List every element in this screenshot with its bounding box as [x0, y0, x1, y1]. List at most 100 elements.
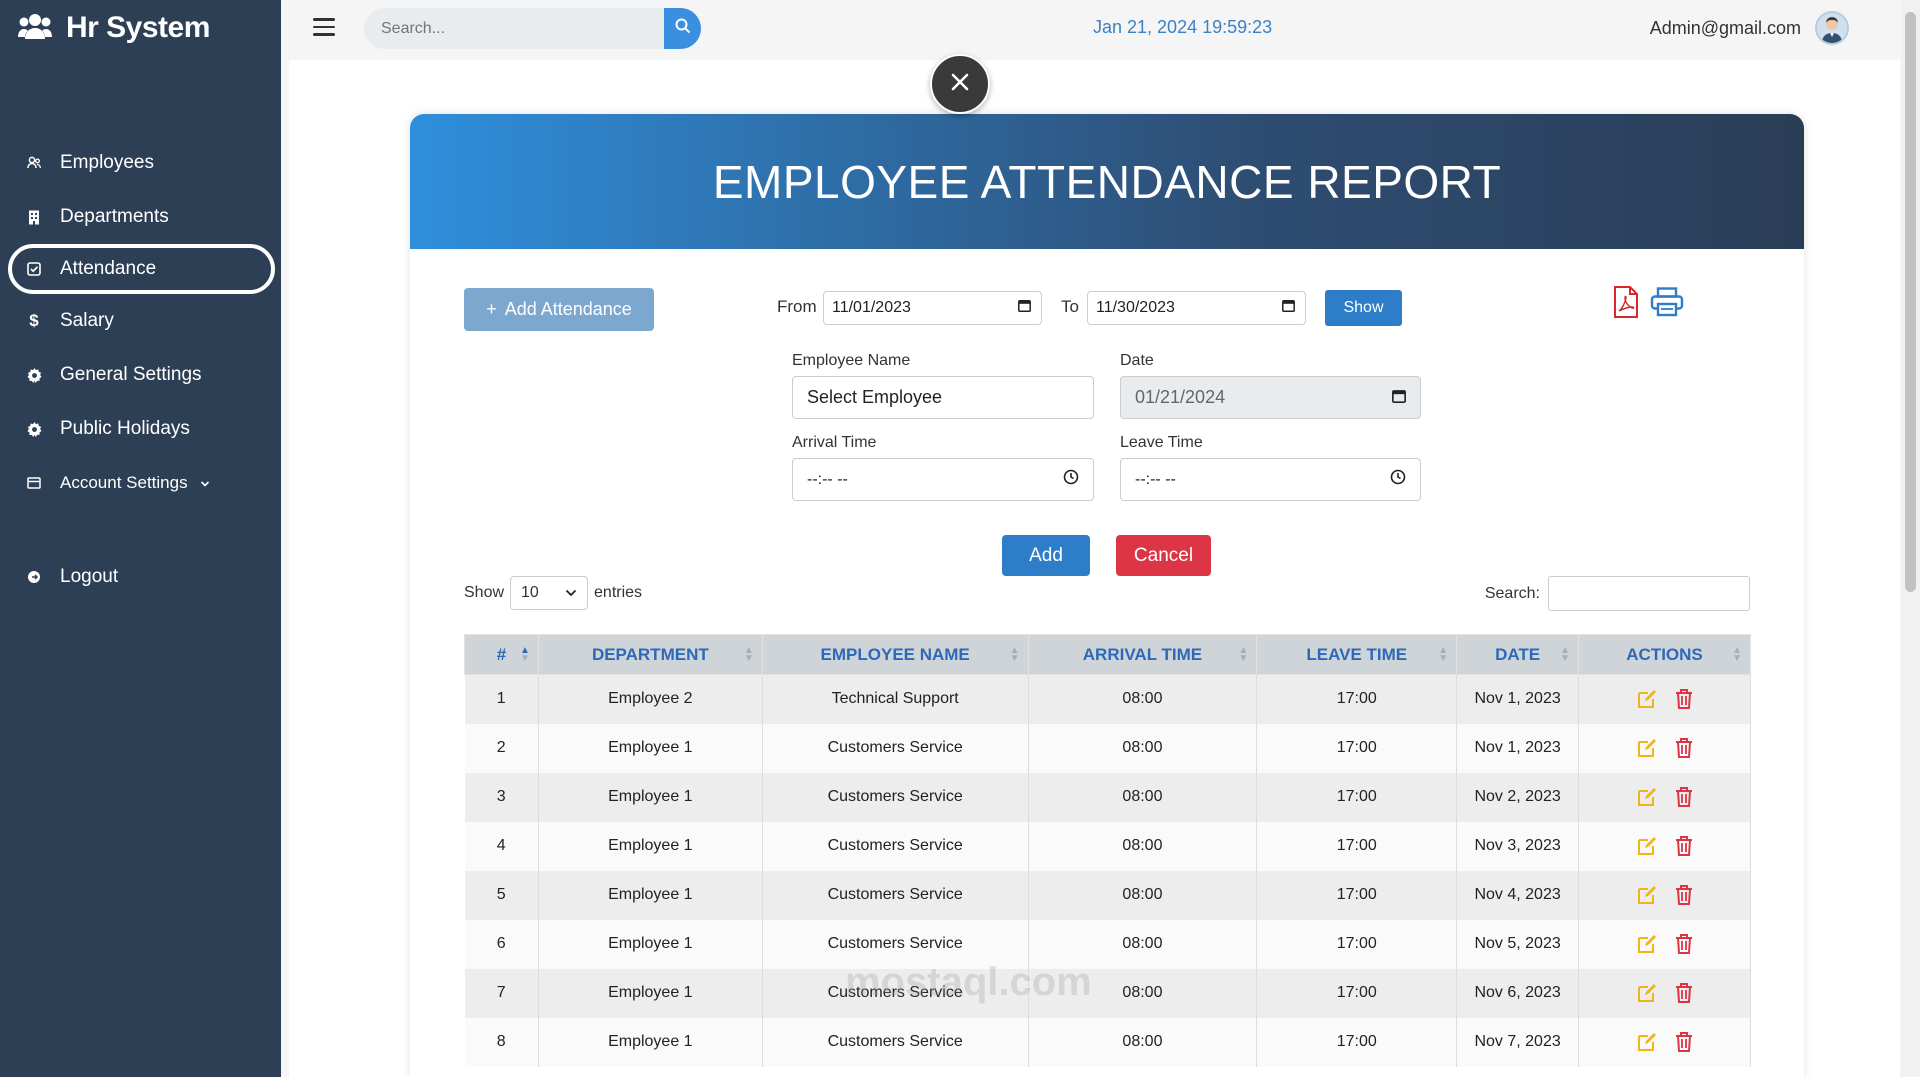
delete-icon[interactable]: [1674, 884, 1694, 906]
attendance-table: # ▲ ▼ DEPARTMENT ▲ ▼ EMPLOYEE NAME ▲ ▼ ARRIVAL…: [464, 634, 1751, 1067]
delete-icon[interactable]: [1674, 688, 1694, 710]
table-cell: 08:00: [1028, 919, 1258, 969]
edit-icon[interactable]: [1636, 884, 1658, 906]
row-actions: [1579, 982, 1750, 1004]
sort-icon: ▲ ▼: [1438, 645, 1449, 664]
menu-toggle-button[interactable]: [313, 18, 335, 36]
delete-icon[interactable]: [1674, 933, 1694, 955]
topbar: Jan 21, 2024 19:59:23 Admin@gmail.com: [281, 0, 1901, 60]
sidebar-item-label: Employees: [60, 152, 154, 173]
edit-icon[interactable]: [1636, 933, 1658, 955]
search-input[interactable]: [364, 8, 664, 49]
edit-icon[interactable]: [1636, 688, 1658, 710]
sidebar-item-label: Logout: [60, 566, 119, 587]
entries-label: entries: [594, 584, 643, 601]
employee-select-value: Select Employee: [807, 387, 943, 407]
table-cell: Employee 1: [538, 1017, 763, 1067]
table-row: 4 Employee 1 Customers Service 08:00 17:00 No…: [464, 821, 1751, 871]
table-cell-actions: [1578, 1017, 1751, 1067]
date-value: 01/21/2024: [1135, 387, 1226, 407]
sidebar-item-public-holidays[interactable]: Public Holidays: [0, 402, 281, 456]
delete-icon[interactable]: [1674, 982, 1694, 1004]
table-row: 5 Employee 1 Customers Service 08:00 17:00 No…: [464, 870, 1751, 920]
cancel-button[interactable]: Cancel: [1116, 535, 1211, 576]
sidebar-item-label: Attendance: [60, 258, 157, 279]
column-header-employee-name[interactable]: EMPLOYEE NAME ▲ ▼: [761, 634, 1029, 675]
delete-icon[interactable]: [1674, 835, 1694, 857]
column-header-number[interactable]: # ▲ ▼: [464, 634, 539, 675]
clock-icon: [1390, 469, 1406, 490]
close-button[interactable]: [930, 54, 990, 114]
column-header-actions[interactable]: ACTIONS ▲ ▼: [1578, 634, 1751, 675]
edit-icon[interactable]: [1636, 982, 1658, 1004]
table-cell: Customers Service: [762, 821, 1029, 871]
sidebar-item-departments[interactable]: Departments: [0, 190, 281, 244]
search-icon: [675, 18, 691, 39]
brand[interactable]: Hr System: [18, 10, 210, 46]
edit-icon[interactable]: [1636, 835, 1658, 857]
add-button[interactable]: Add: [1002, 535, 1090, 576]
sidebar-item-attendance[interactable]: Attendance: [8, 244, 275, 294]
table-cell: Nov 1, 2023: [1456, 674, 1580, 724]
entries-select[interactable]: 10: [510, 576, 589, 610]
pdf-export-icon[interactable]: [1613, 286, 1639, 323]
attendance-report-card: EMPLOYEE ATTENDANCE REPORT + Add Attenda…: [410, 114, 1804, 1077]
leave-time-input[interactable]: --:-- --: [1120, 458, 1421, 501]
column-header-leave-time[interactable]: LEAVE TIME ▲ ▼: [1256, 634, 1458, 675]
avatar[interactable]: [1815, 11, 1849, 45]
current-datetime: Jan 21, 2024 19:59:23: [1093, 17, 1273, 37]
table-cell-actions: [1578, 772, 1751, 822]
table-cell: Nov 6, 2023: [1456, 968, 1580, 1018]
table-cell-actions: [1578, 674, 1751, 724]
table-search: Search:: [1485, 576, 1750, 611]
show-button[interactable]: Show: [1325, 290, 1402, 326]
delete-icon[interactable]: [1674, 786, 1694, 808]
users-icon: [26, 155, 42, 171]
table-cell: Customers Service: [762, 723, 1029, 773]
sidebar-item-salary[interactable]: $ Salary: [0, 294, 281, 348]
table-cell: Technical Support: [762, 674, 1029, 724]
sidebar-item-general-settings[interactable]: General Settings: [0, 348, 281, 402]
page-scrollbar[interactable]: [1901, 0, 1920, 1077]
column-header-arrival-time[interactable]: ARRIVAL TIME ▲ ▼: [1027, 634, 1258, 675]
arrival-time-input[interactable]: --:-- --: [792, 458, 1094, 501]
table-cell-actions: [1578, 919, 1751, 969]
check-square-icon: [26, 261, 42, 277]
sidebar-item-label: General Settings: [60, 364, 202, 385]
table-search-input[interactable]: [1548, 576, 1750, 611]
user-menu[interactable]: Admin@gmail.com: [1650, 11, 1849, 45]
table-cell: 7: [464, 968, 539, 1018]
sidebar-nav: Employees Departments Attendance $ Salar…: [0, 136, 281, 604]
sidebar-item-logout[interactable]: Logout: [0, 550, 281, 604]
add-attendance-button[interactable]: + Add Attendance: [464, 288, 654, 331]
row-actions: [1579, 688, 1750, 710]
table-cell-actions: [1578, 723, 1751, 773]
delete-icon[interactable]: [1674, 737, 1694, 759]
from-label: From: [777, 297, 817, 316]
users-group-icon: [18, 12, 52, 45]
scrollbar-thumb[interactable]: [1905, 12, 1916, 592]
table-row: 7 Employee 1 Customers Service 08:00 17:00 No…: [464, 968, 1751, 1018]
edit-icon[interactable]: [1636, 786, 1658, 808]
table-cell: Customers Service: [762, 870, 1029, 920]
from-date-input[interactable]: 11/01/2023: [823, 291, 1042, 325]
entries-control: Show 10 entries: [464, 576, 642, 610]
sidebar-item-account-settings[interactable]: Account Settings: [0, 456, 281, 510]
table-cell: Employee 1: [538, 919, 763, 969]
edit-icon[interactable]: [1636, 737, 1658, 759]
sidebar-item-employees[interactable]: Employees: [0, 136, 281, 190]
calendar-icon: [1018, 299, 1031, 317]
sidebar-item-label: Departments: [60, 206, 169, 227]
date-input: 01/21/2024: [1120, 376, 1421, 419]
print-icon[interactable]: [1650, 287, 1684, 322]
edit-icon[interactable]: [1636, 1031, 1658, 1053]
row-actions: [1579, 786, 1750, 808]
search-button[interactable]: [664, 8, 701, 49]
to-date-input[interactable]: 11/30/2023: [1087, 291, 1306, 325]
column-header-department[interactable]: DEPARTMENT ▲ ▼: [537, 634, 763, 675]
employee-select[interactable]: Select Employee: [792, 376, 1094, 419]
table-cell: Employee 2: [538, 674, 763, 724]
delete-icon[interactable]: [1674, 1031, 1694, 1053]
column-header-date[interactable]: DATE ▲ ▼: [1456, 634, 1580, 675]
table-cell: 5: [464, 870, 539, 920]
